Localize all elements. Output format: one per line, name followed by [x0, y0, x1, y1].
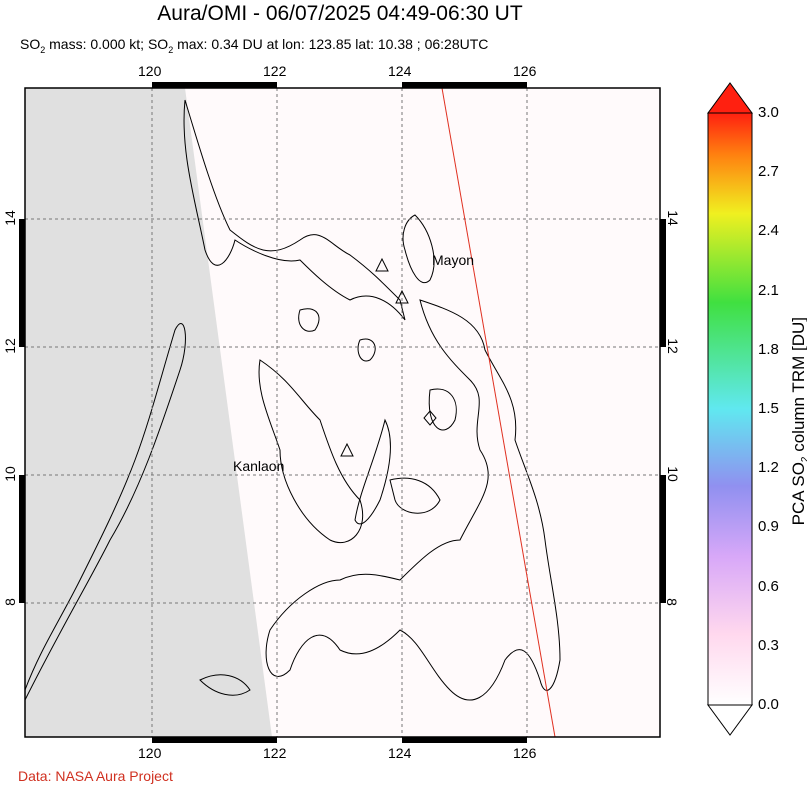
colorbar-tick: 0.6	[758, 578, 779, 595]
lon-tick-bottom: 126	[513, 745, 537, 761]
no-data-swath	[25, 88, 272, 737]
lon-tick-bottom: 120	[138, 745, 162, 761]
volcano-marker-kanlaon	[340, 442, 354, 457]
volcano-label-mayon: Mayon	[432, 252, 475, 268]
lat-tick-left: 8	[1, 598, 18, 606]
lat-tick-left: 10	[1, 466, 18, 482]
map-frame	[24, 87, 661, 738]
colorbar-tick: 1.8	[758, 341, 779, 358]
colorbar-tick: 2.1	[758, 282, 779, 299]
lat-tick-right: 12	[664, 338, 681, 354]
map-subtitle: SO2 mass: 0.000 kt; SO2 max: 0.34 DU at …	[20, 36, 489, 55]
lat-tick-right: 10	[664, 466, 681, 482]
frame-ticks	[19, 82, 666, 743]
lon-tick-bottom: 124	[388, 745, 412, 761]
colorbar-tick: 1.5	[758, 400, 779, 417]
volcano-marker	[423, 410, 437, 426]
lat-tick-right: 8	[663, 598, 680, 606]
map-title: Aura/OMI - 06/07/2025 04:49-06:30 UT	[157, 2, 523, 25]
colorbar-max-arrow	[707, 82, 753, 114]
colorbar	[707, 82, 753, 736]
lon-tick-top: 122	[263, 63, 287, 79]
colorbar-title: PCA SO2 column TRM [DU]	[788, 317, 807, 526]
lon-tick-top: 120	[138, 63, 162, 79]
lon-tick-bottom: 122	[263, 745, 287, 761]
lon-tick-top: 124	[388, 63, 412, 79]
colorbar-tick: 2.7	[758, 163, 779, 180]
volcano-marker-mayon	[395, 289, 409, 304]
lat-tick-right: 14	[664, 210, 681, 226]
data-credit: Data: NASA Aura Project	[18, 768, 173, 784]
lat-tick-left: 14	[1, 210, 18, 226]
orbit-track-line	[441, 88, 556, 737]
lon-tick-top: 126	[513, 63, 537, 79]
volcano-label-kanlaon: Kanlaon	[233, 458, 285, 474]
colorbar-tick: 0.9	[758, 518, 779, 535]
colorbar-min-arrow	[707, 704, 753, 736]
colorbar-tick: 1.2	[758, 459, 779, 476]
colorbar-tick: 0.3	[758, 637, 779, 654]
colorbar-tick: 2.4	[758, 222, 779, 239]
lat-tick-left: 12	[1, 338, 18, 354]
coastlines	[25, 99, 561, 701]
colorbar-tick: 0.0	[758, 696, 779, 713]
gridlines	[25, 88, 660, 737]
volcano-marker	[375, 257, 389, 272]
colorbar-tick: 3.0	[758, 104, 779, 121]
